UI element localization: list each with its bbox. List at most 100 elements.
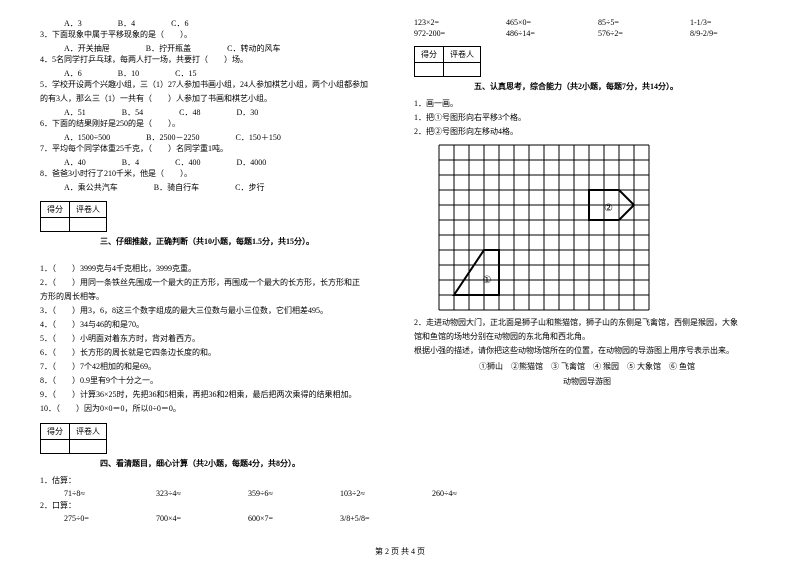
q6-options: A．1500÷500 B．2500－2250 C．150＋150 [40, 132, 386, 143]
q7: 7．平均每个同学体重25千克，（ ）名同学重1吨。 [40, 143, 386, 155]
q5-b: 的有3人，那么三（1）一共有（ ）人参加了书画和棋艺小组。 [40, 93, 386, 105]
j2b: 方形的周长相等。 [40, 291, 386, 303]
calc-item: 3/8+5/8= [340, 514, 396, 523]
draw1a: 1．把①号图形向右平移3个格。 [414, 112, 760, 124]
j4: 4．（ ）34与46的和是70。 [40, 319, 386, 331]
score-table-3: 得分 评卷人 [40, 201, 107, 232]
left-column: A．3 B．4 C．6 3．下面现象中属于平移现象的是（ ）。 A．开关抽屉 B… [40, 18, 386, 525]
svg-text:②: ② [604, 203, 613, 214]
grid-svg: ①② [438, 144, 650, 311]
opt: C．步行 [235, 182, 264, 193]
calc-item: 359÷6≈ [248, 489, 304, 498]
j1: 1．（ ）3999克与4千克相比，3999克重。 [40, 263, 386, 275]
q4-options: A．6 B．10 C．15 [40, 68, 386, 79]
opt: B．拧开瓶盖 [146, 43, 191, 54]
calc1-items: 71÷8≈ 323÷4≈ 359÷6≈ 103÷2≈ 260÷4≈ [40, 489, 386, 498]
score-hdr: 得分 [41, 202, 70, 218]
opt: B．2500－2250 [146, 132, 199, 143]
legend-items: ①狮山 ②熊猫馆 ③ 飞禽馆 ④ 猴园 ⑤ 大象馆 ⑥ 鱼馆 [414, 361, 760, 372]
cell [41, 218, 70, 232]
calc-item: 600×7= [248, 514, 304, 523]
q5-options: A．51 B．54 C．48 D．30 [40, 107, 386, 118]
cell [70, 218, 107, 232]
d2b: 馆和鱼馆的场地分别在动物园的东北角和西北角。 [414, 331, 760, 343]
calc-item: 700×4= [156, 514, 212, 523]
opt: D．4000 [236, 157, 266, 168]
cell [70, 440, 107, 454]
opt: A．6 [64, 68, 82, 79]
opt: B．10 [118, 68, 139, 79]
j5: 5．（ ）小明面对着东方时，背对着西方。 [40, 333, 386, 345]
grader-hdr: 评卷人 [70, 202, 107, 218]
page-footer: 第 2 页 共 4 页 [0, 546, 800, 557]
grader-hdr: 评卷人 [444, 47, 481, 63]
opt: C．15 [175, 68, 196, 79]
section-5-title: 五、认真思考，综合能力（共2小题，每题7分，共14分）。 [414, 81, 760, 92]
d2c: 根据小强的描述，请你把这些动物场馆所在的位置，在动物园的导游图上用序号表示出来。 [414, 345, 760, 357]
calc2-row2: 123×2= 465×0= 85÷5= 1-1/3= [414, 18, 760, 27]
opt: A．1500÷500 [64, 132, 110, 143]
page-container: A．3 B．4 C．6 3．下面现象中属于平移现象的是（ ）。 A．开关抽屉 B… [0, 0, 800, 525]
calc-item: 323÷4≈ [156, 489, 212, 498]
opt: C．150＋150 [236, 132, 281, 143]
opt: C．48 [179, 107, 200, 118]
calc1: 1．估算： [40, 475, 386, 487]
section-4-title: 四、看清题目，细心计算（共2小题，每题4分，共8分）。 [40, 458, 386, 469]
opt: B．4 [118, 18, 135, 29]
score-hdr: 得分 [415, 47, 444, 63]
q4: 4．5名同学打乒乓球，每两人打一场，共要打（ ）场。 [40, 54, 386, 66]
calc-item: 972-200= [414, 29, 470, 38]
calc2: 2．口算： [40, 500, 386, 512]
right-column: 123×2= 465×0= 85÷5= 1-1/3= 972-200= 486÷… [414, 18, 760, 525]
calc-item: 486÷14= [506, 29, 562, 38]
j10: 10．（ ）因为0×0＝0，所以0÷0＝0。 [40, 403, 386, 415]
calc-item: 71÷8≈ [64, 489, 120, 498]
legend-title: 动物园导游图 [414, 376, 760, 387]
grader-hdr: 评卷人 [70, 424, 107, 440]
cell [41, 440, 70, 454]
calc-item: 465×0= [506, 18, 562, 27]
score-table-5: 得分 评卷人 [414, 46, 481, 77]
q3: 3．下面现象中属于平移现象的是（ ）。 [40, 29, 386, 41]
opt: D．30 [236, 107, 258, 118]
j9: 9．（ ）计算36×25时，先把36和5相乘，再把36和2相乘，最后把两次乘得的… [40, 389, 386, 401]
section-3-title: 三、仔细推敲，正确判断（共10小题，每题1.5分，共15分）。 [40, 236, 386, 247]
draw1b: 2．把②号图形向左移动4格。 [414, 126, 760, 138]
q8: 8．爸爸3小时行了210千米，他是（ ）。 [40, 168, 386, 180]
j8: 8．（ ）0.9里有9个十分之一。 [40, 375, 386, 387]
opt: B．骑自行车 [154, 182, 199, 193]
calc-item: 275÷0= [64, 514, 120, 523]
opt: A．开关抽屉 [64, 43, 110, 54]
svg-text:①: ① [483, 275, 492, 286]
opt: A．乘公共汽车 [64, 182, 118, 193]
d2a: 2．走进动物园大门，正北面是狮子山和熊猫馆，狮子山的东侧是飞禽馆，西侧是猴园，大… [414, 317, 760, 329]
opt: A．3 [64, 18, 82, 29]
calc2-row1: 275÷0= 700×4= 600×7= 3/8+5/8= [40, 514, 386, 523]
q3-options: A．开关抽屉 B．拧开瓶盖 C．转动的风车 [40, 43, 386, 54]
q8-options: A．乘公共汽车 B．骑自行车 C．步行 [40, 182, 386, 193]
opt: C．400 [175, 157, 200, 168]
draw1: 1．画一画。 [414, 98, 760, 110]
q2-options: A．3 B．4 C．6 [40, 18, 386, 29]
score-hdr: 得分 [41, 424, 70, 440]
opt: C．转动的风车 [227, 43, 280, 54]
calc-item: 103÷2≈ [340, 489, 396, 498]
calc-item: 1-1/3= [690, 18, 746, 27]
opt: C．6 [171, 18, 188, 29]
score-table-4: 得分 评卷人 [40, 423, 107, 454]
calc-item: 123×2= [414, 18, 470, 27]
cell [444, 63, 481, 77]
calc-item: 8/9-2/9= [690, 29, 746, 38]
calc2-row3: 972-200= 486÷14= 576÷2= 8/9-2/9= [414, 29, 760, 38]
q7-options: A．40 B．4 C．400 D．4000 [40, 157, 386, 168]
q5-a: 5．学校开设两个兴趣小组，三（1）27人参加书画小组，24人参加棋艺小组，两个小… [40, 79, 386, 91]
opt: A．51 [64, 107, 86, 118]
cell [415, 63, 444, 77]
opt: B．4 [122, 157, 139, 168]
calc-item: 576÷2= [598, 29, 654, 38]
q6: 6．下面的结果刚好是250的是（ ）。 [40, 118, 386, 130]
j6: 6．（ ）长方形的周长就是它四条边长度的和。 [40, 347, 386, 359]
opt: B．54 [122, 107, 143, 118]
grid-figure: ①② [438, 144, 760, 311]
j3: 3．（ ）用3，6，8这三个数字组成的最大三位数与最小三位数，它们相差495。 [40, 305, 386, 317]
